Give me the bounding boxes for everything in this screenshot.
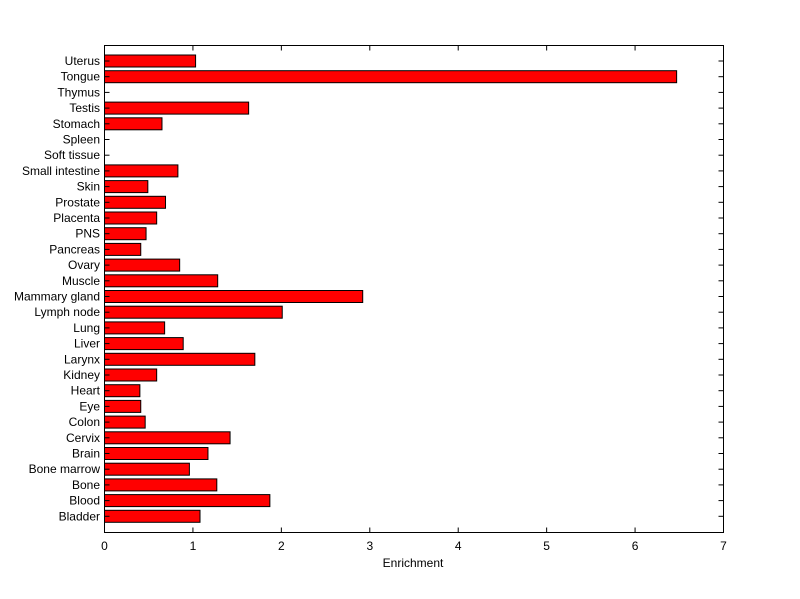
y-tick-label-larynx: Larynx [64,352,100,366]
bar-bladder [104,509,201,523]
bars-layer [104,54,678,523]
bar-pancreas [104,242,142,256]
y-tick-label-soft-tissue: Soft tissue [44,148,100,162]
x-axis-title: Enrichment [383,556,444,570]
x-tick-label-6: 6 [632,539,639,553]
y-tick-label-cervix: Cervix [66,431,100,445]
bar-mammary-gland [104,290,364,303]
y-tick-label-kidney: Kidney [63,368,100,382]
x-tick-label-5: 5 [543,539,550,553]
y-tick-label-stomach: Stomach [53,117,100,131]
y-tick-label-pancreas: Pancreas [49,242,100,256]
y-tick-label-mammary-gland: Mammary gland [14,290,100,304]
bar-kidney [104,368,158,382]
bar-bone [104,478,218,492]
bar-cervix [104,431,231,445]
bar-pns [104,227,147,241]
x-tick-label-4: 4 [455,539,462,553]
y-tick-label-eye: Eye [79,399,100,413]
ticks-layer [104,45,724,533]
bar-tongue [104,70,678,84]
bar-testis [104,101,250,115]
bar-prostate [104,195,167,209]
bar-larynx [104,352,256,366]
y-tick-label-tongue: Tongue [61,70,101,84]
y-tick-label-pns: PNS [75,227,100,241]
x-tick-label-2: 2 [278,539,285,553]
plot-frame [104,45,724,533]
bar-ovary [104,258,181,272]
y-tick-label-testis: Testis [69,101,100,115]
y-tick-label-bone: Bone [72,478,100,492]
y-tick-label-brain: Brain [72,447,100,461]
x-tick-label-7: 7 [720,539,727,553]
y-tick-label-small-intestine: Small intestine [22,164,100,178]
y-tick-label-heart: Heart [71,384,101,398]
bar-colon [104,415,146,429]
bar-stomach [104,117,163,131]
bar-placenta [104,211,158,225]
y-tick-label-uterus: Uterus [65,54,100,68]
bar-small-intestine [104,164,179,178]
bar-bone-marrow [104,462,190,476]
y-tick-label-blood: Blood [69,494,100,508]
y-tick-label-ovary: Ovary [68,258,100,272]
y-tick-label-skin: Skin [77,180,100,194]
y-tick-label-placenta: Placenta [53,211,100,225]
bar-liver [104,337,184,351]
x-tick-label-3: 3 [366,539,373,553]
bar-brain [104,447,209,460]
y-tick-label-prostate: Prostate [55,195,100,209]
y-tick-label-thymus: Thymus [57,85,100,99]
bar-lymph-node [104,305,283,319]
x-tick-label-1: 1 [190,539,197,553]
y-tick-label-lung: Lung [73,321,100,335]
y-tick-label-lymph-node: Lymph node [34,305,100,319]
bar-blood [104,494,271,508]
bar-muscle [104,274,219,288]
bar-heart [104,384,141,398]
bar-skin [104,180,149,194]
y-tick-label-muscle: Muscle [62,274,100,288]
bar-eye [104,399,142,413]
bar-uterus [104,54,197,68]
y-tick-label-spleen: Spleen [63,133,100,147]
y-tick-label-colon: Colon [69,415,100,429]
y-tick-label-bone-marrow: Bone marrow [29,462,101,476]
x-tick-labels: 0 1 2 3 4 5 6 7 [101,539,727,553]
x-tick-label-0: 0 [101,539,108,553]
y-tick-label-liver: Liver [74,337,100,351]
y-tick-label-bladder: Bladder [59,509,100,523]
bar-lung [104,321,166,335]
